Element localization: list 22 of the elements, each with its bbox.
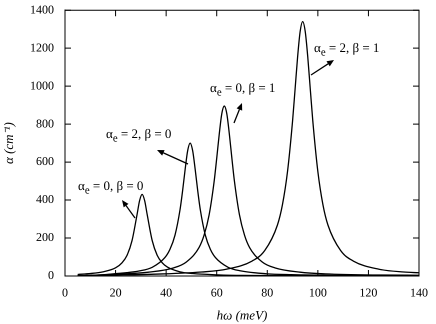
- x-tick-label: 80: [261, 285, 274, 300]
- x-tick-label: 20: [110, 285, 122, 300]
- series-label: α$_{e}$ = 0, β = 0: [78, 178, 144, 197]
- y-tick-label: 0: [48, 268, 54, 282]
- y-tick-label: 600: [36, 154, 54, 168]
- x-tick-label: 60: [210, 285, 223, 300]
- x-tick-label: 100: [308, 285, 327, 300]
- y-axis-title: α (cm⁻¹): [1, 122, 16, 164]
- y-tick-label: 1400: [30, 2, 54, 16]
- y-tick-label: 400: [36, 192, 54, 206]
- series-label: α$_{e}$ = 2, β = 1: [314, 40, 380, 59]
- y-tick-label: 800: [36, 116, 54, 130]
- x-axis-title: hω (meV): [216, 308, 268, 323]
- series-label: α$_{e}$ = 0, β = 1: [210, 80, 276, 99]
- x-tick-label: 0: [62, 285, 68, 300]
- series-label: α$_{e}$ = 2, β = 0: [106, 126, 172, 145]
- x-tick-label: 40: [160, 285, 172, 300]
- y-tick-label: 1200: [30, 40, 54, 54]
- y-tick-label: 1000: [30, 78, 54, 92]
- x-tick-label: 120: [359, 285, 378, 300]
- y-tick-label: 200: [36, 230, 54, 244]
- x-tick-label: 140: [410, 285, 428, 300]
